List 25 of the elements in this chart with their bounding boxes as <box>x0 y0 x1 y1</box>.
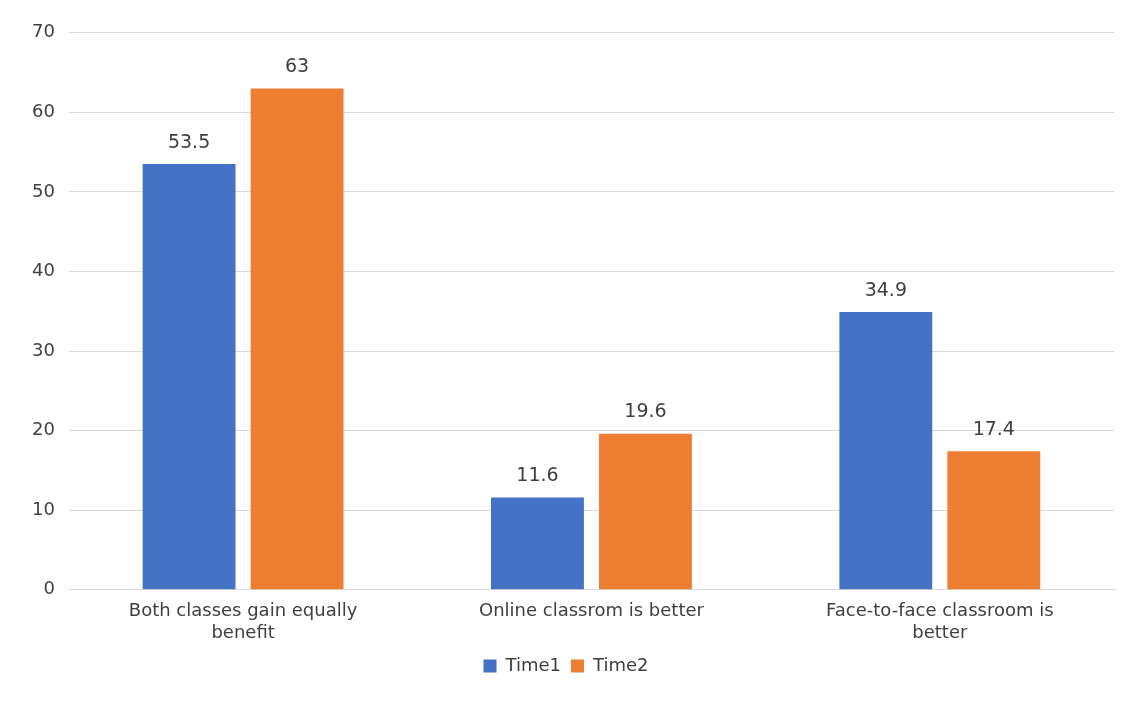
bar <box>947 451 1041 590</box>
y-tick-label: 0 <box>43 577 55 599</box>
data-label: 19.6 <box>624 399 667 422</box>
data-label: 53.5 <box>167 129 211 152</box>
x-tick-label: Both classes gain equally benefit <box>128 599 358 642</box>
x-tick-label: Online classrom is better <box>478 599 705 621</box>
legend-label: Time1 <box>504 653 562 675</box>
y-tick-label: 40 <box>32 259 55 281</box>
data-label: 17.4 <box>972 416 1015 439</box>
bar <box>142 164 236 590</box>
y-tick-label: 10 <box>32 497 55 519</box>
bar <box>250 88 344 590</box>
y-tick-label: 20 <box>32 418 55 440</box>
legend-label: Time2 <box>592 653 649 675</box>
data-label: 34.9 <box>864 277 907 300</box>
y-tick-label: 70 <box>32 20 55 42</box>
data-label: 11.6 <box>516 462 559 485</box>
bar <box>491 497 584 590</box>
x-tick-label: Face-to-face classroom is better <box>826 599 1054 642</box>
bar <box>839 312 933 590</box>
y-tick-label: 50 <box>32 179 55 201</box>
bar <box>599 433 692 590</box>
y-tick-label: 30 <box>32 338 55 360</box>
y-tick-label: 60 <box>32 100 55 122</box>
data-label: 63 <box>284 53 310 76</box>
